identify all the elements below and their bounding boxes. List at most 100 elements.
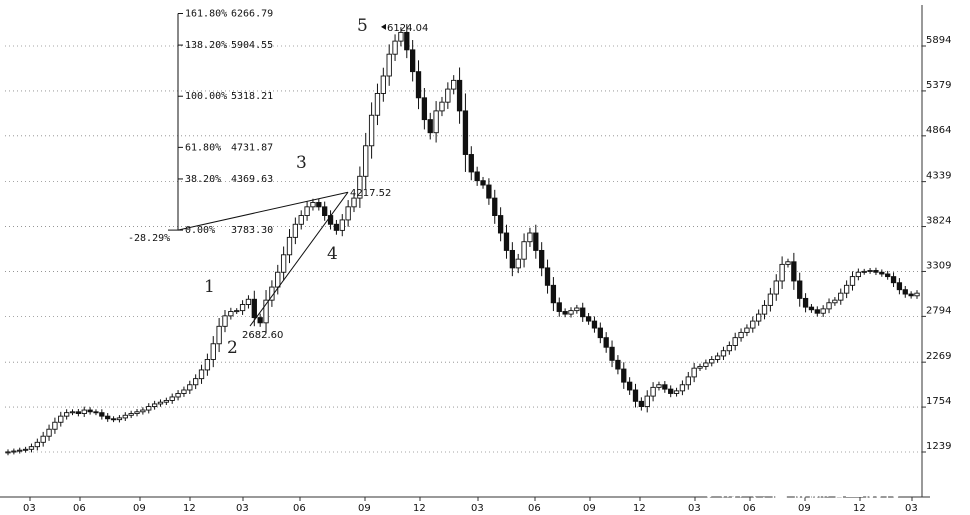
candle-body bbox=[585, 316, 592, 322]
candle-body bbox=[820, 308, 826, 314]
candle-body bbox=[204, 359, 211, 371]
fib-value-label: 4731.87 bbox=[231, 142, 273, 153]
candle-body bbox=[439, 101, 445, 112]
candle-body bbox=[802, 297, 809, 308]
candle-body bbox=[738, 331, 744, 339]
candle-body bbox=[709, 359, 715, 364]
candle-body bbox=[644, 395, 650, 408]
candle-body bbox=[234, 310, 240, 313]
price-point-label: 4217.52 bbox=[350, 188, 391, 199]
grid-lines bbox=[5, 45, 922, 453]
candle-body bbox=[75, 411, 82, 414]
candle-body bbox=[527, 232, 533, 243]
candle-body bbox=[392, 40, 398, 55]
candle-body bbox=[421, 97, 428, 121]
candle-body bbox=[603, 337, 609, 348]
x-tick-label: 12 bbox=[633, 503, 646, 514]
y-tick-label: 1754 bbox=[926, 396, 951, 407]
fib-side-label: -28.29% bbox=[128, 233, 170, 244]
candle-body bbox=[386, 53, 392, 77]
candle-body bbox=[357, 175, 363, 199]
candle-body bbox=[480, 180, 486, 186]
candle-body bbox=[767, 293, 774, 306]
fib-pct-label: 0.00% bbox=[185, 225, 215, 236]
candle-body bbox=[609, 346, 615, 361]
candle-body bbox=[714, 355, 721, 360]
candle-body bbox=[445, 88, 451, 103]
fib-value-label: 3783.30 bbox=[231, 225, 273, 236]
candle-body bbox=[181, 389, 187, 394]
candle-body bbox=[732, 337, 738, 346]
candle-body bbox=[673, 390, 680, 394]
candle-body bbox=[298, 215, 304, 225]
x-tick-label: 03 bbox=[905, 503, 918, 514]
candle-body bbox=[838, 292, 844, 301]
candle-body bbox=[245, 298, 252, 305]
candle-body bbox=[58, 415, 64, 423]
x-axis: 03 06 09 12 03 06 09 12 03 06 09 12 03 06 09 12 03 bbox=[0, 496, 930, 514]
candle-body bbox=[492, 197, 498, 217]
wave-label: 4 bbox=[327, 244, 338, 264]
y-tick-label: 5379 bbox=[926, 80, 951, 91]
candle-body bbox=[322, 206, 328, 217]
candle-body bbox=[69, 411, 76, 414]
x-tick-label: 06 bbox=[73, 503, 86, 514]
candle-body bbox=[550, 284, 557, 304]
candle-body bbox=[521, 241, 527, 260]
candle-body bbox=[257, 317, 263, 324]
candle-body bbox=[626, 381, 633, 391]
candle-body bbox=[368, 114, 375, 147]
x-tick-label: 12 bbox=[853, 503, 866, 514]
x-tick-label: 09 bbox=[358, 503, 371, 514]
wave-label: 3 bbox=[296, 153, 307, 173]
candle-body bbox=[468, 154, 474, 173]
candle-body bbox=[22, 448, 29, 451]
candle-body bbox=[193, 378, 199, 386]
fib-pct-label: 138.20% bbox=[185, 40, 227, 51]
candle-body bbox=[34, 441, 40, 448]
candle-body bbox=[157, 401, 164, 405]
fib-value-label: 6266.79 bbox=[231, 8, 273, 19]
candle-body bbox=[128, 413, 134, 416]
peak-marker-icon bbox=[381, 23, 386, 30]
candle-body bbox=[169, 396, 175, 401]
candle-body bbox=[756, 313, 762, 322]
candle-body bbox=[63, 412, 70, 417]
candle-body bbox=[52, 421, 58, 430]
wave-label: 1 bbox=[204, 277, 215, 297]
candle-body bbox=[533, 232, 539, 251]
y-tick-label: 5894 bbox=[926, 35, 951, 46]
candle-body bbox=[744, 327, 750, 333]
candle-body bbox=[11, 450, 17, 453]
candle-body bbox=[861, 270, 867, 273]
candle-body bbox=[46, 428, 52, 437]
candle-body bbox=[351, 197, 357, 208]
candle-body bbox=[867, 270, 873, 272]
fib-value-label: 4369.63 bbox=[231, 174, 273, 185]
candle-body bbox=[345, 206, 351, 221]
candle-body bbox=[720, 350, 727, 357]
x-tick-label: 03 bbox=[471, 503, 484, 514]
candle-body bbox=[896, 282, 903, 291]
candle-body bbox=[580, 307, 586, 318]
wave-annotations: 2682.60 4217.52 6124.04 1 2 3 4 5 bbox=[177, 16, 428, 358]
candlestick-series bbox=[5, 24, 920, 456]
y-tick-label: 3824 bbox=[926, 216, 951, 227]
candle-body bbox=[363, 145, 369, 177]
candle-body bbox=[87, 409, 93, 413]
fib-pct-label: 38.20% bbox=[185, 174, 221, 185]
candle-body bbox=[415, 71, 422, 99]
x-tick-label: 03 bbox=[23, 503, 36, 514]
candle-body bbox=[134, 411, 140, 414]
candle-body bbox=[456, 79, 463, 112]
candle-body bbox=[761, 304, 768, 315]
candle-body bbox=[890, 276, 897, 284]
x-tick-label: 06 bbox=[528, 503, 541, 514]
y-tick-label: 3309 bbox=[926, 260, 951, 271]
y-tick-label: 2269 bbox=[926, 351, 951, 362]
candle-body bbox=[304, 206, 310, 217]
watermark: 头条 @在瑜伽路上前行 bbox=[706, 479, 902, 501]
candle-body bbox=[146, 406, 152, 411]
candle-body bbox=[228, 311, 234, 317]
